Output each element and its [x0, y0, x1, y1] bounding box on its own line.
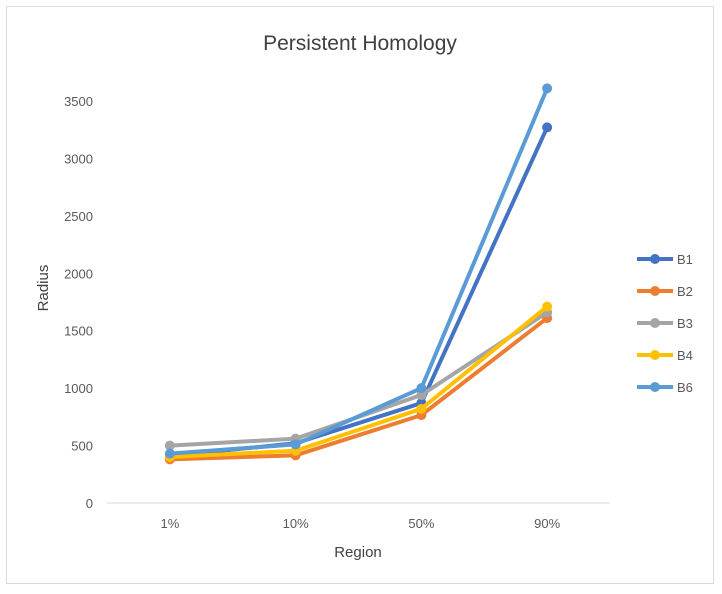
- series-line: [167, 310, 550, 448]
- data-point: [416, 390, 427, 401]
- series-line: [167, 304, 550, 460]
- data-point: [416, 383, 427, 394]
- legend-swatch-marker: [650, 286, 660, 296]
- x-axis-ticks: 1% 10% 50% 90%: [160, 516, 560, 531]
- series-layer: [164, 83, 553, 465]
- x-tick-label: 10%: [283, 516, 309, 531]
- data-point: [290, 439, 301, 450]
- series-line: [167, 86, 550, 456]
- y-tick-label: 2000: [64, 266, 93, 281]
- chart-border: [6, 6, 714, 584]
- data-point: [542, 83, 553, 94]
- x-axis-label: Region: [334, 544, 382, 561]
- legend-swatch-marker: [650, 382, 660, 392]
- legend-swatch-marker: [650, 350, 660, 360]
- legend-label: B2: [677, 284, 693, 299]
- legend-swatch-marker: [650, 318, 660, 328]
- x-tick-label: 90%: [534, 516, 560, 531]
- legend-label: B6: [677, 380, 693, 395]
- y-axis-label: Radius: [35, 265, 52, 312]
- data-point: [416, 403, 427, 414]
- legend-item-b6: B6: [637, 380, 693, 395]
- legend: B1 B2 B3 B4 B6: [637, 252, 693, 395]
- y-tick-label: 500: [71, 439, 93, 454]
- y-tick-label: 0: [86, 496, 93, 511]
- data-point: [542, 301, 553, 312]
- y-tick-label: 3000: [64, 151, 93, 166]
- series-b4: [164, 301, 553, 463]
- x-tick-label: 1%: [160, 516, 179, 531]
- series-b1: [164, 122, 553, 461]
- legend-label: B4: [677, 348, 693, 363]
- legend-item-b3: B3: [637, 316, 693, 331]
- series-line: [167, 316, 550, 462]
- legend-label: B1: [677, 252, 693, 267]
- series-b6: [164, 83, 553, 459]
- series-line: [167, 125, 550, 458]
- legend-item-b4: B4: [637, 348, 693, 363]
- legend-label: B3: [677, 316, 693, 331]
- data-point: [164, 448, 175, 459]
- x-tick-label: 50%: [408, 516, 434, 531]
- y-tick-label: 1000: [64, 381, 93, 396]
- legend-item-b2: B2: [637, 284, 693, 299]
- legend-item-b1: B1: [637, 252, 693, 267]
- y-tick-label: 2500: [64, 209, 93, 224]
- y-axis-ticks: 0 500 1000 1500 2000 2500 3000 3500: [64, 94, 93, 511]
- y-tick-label: 1500: [64, 324, 93, 339]
- chart-title: Persistent Homology: [263, 32, 457, 55]
- legend-swatch-marker: [650, 254, 660, 264]
- data-point: [164, 440, 175, 451]
- data-point: [542, 122, 553, 133]
- y-tick-label: 3500: [64, 94, 93, 109]
